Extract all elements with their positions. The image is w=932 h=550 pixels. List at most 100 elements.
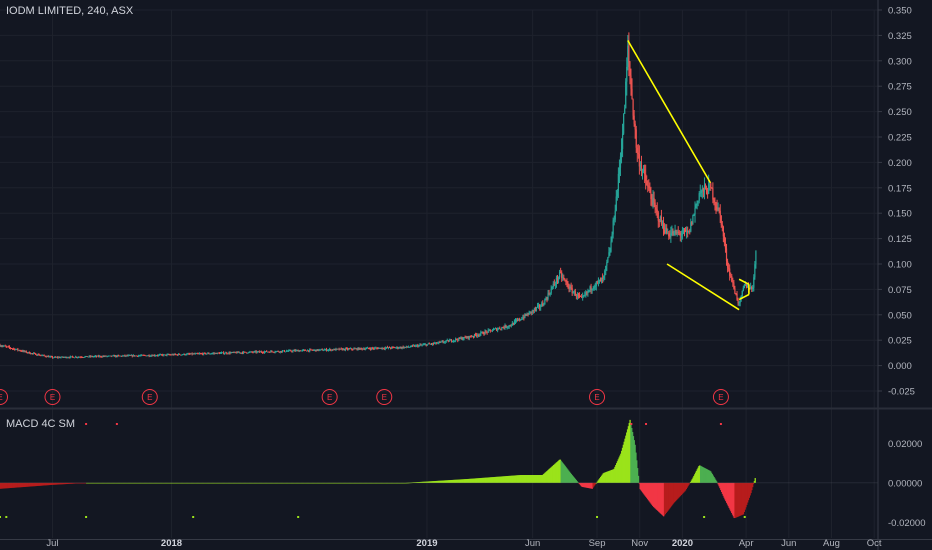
price-candle-body xyxy=(463,337,465,339)
price-candle-body xyxy=(174,354,176,355)
price-candle-body xyxy=(448,340,450,342)
price-candle-body xyxy=(342,348,344,351)
price-candle-body xyxy=(139,355,141,357)
macd-bar xyxy=(60,482,63,485)
price-candle-body xyxy=(489,329,491,331)
price-candle-body xyxy=(373,348,375,350)
macd-bar xyxy=(605,472,607,483)
macd-bar xyxy=(427,481,430,483)
price-candle-body xyxy=(383,348,385,350)
price-candle-body xyxy=(208,353,210,354)
macd-bar xyxy=(526,475,528,483)
price-candle-body xyxy=(312,350,314,351)
price-candle-body xyxy=(507,326,509,328)
price-candle-body xyxy=(584,294,586,296)
price-candle-body xyxy=(602,278,604,279)
macd-bar xyxy=(471,478,473,483)
price-candle-body xyxy=(238,352,240,354)
price-candle-body xyxy=(652,197,654,205)
macd-bar xyxy=(743,482,745,513)
macd-bar xyxy=(686,482,688,488)
price-candle-body xyxy=(647,185,649,187)
price-candle-body xyxy=(451,341,454,343)
price-candle-body xyxy=(714,202,716,204)
earnings-marker xyxy=(712,389,729,405)
price-candle-body xyxy=(254,351,256,353)
price-candle-body xyxy=(2,346,4,347)
macd-bar xyxy=(20,482,22,488)
macd-bar xyxy=(444,480,446,483)
price-candle-body xyxy=(184,353,186,355)
price-candle-body xyxy=(633,115,635,124)
price-candle-body xyxy=(427,343,429,345)
macd-bar xyxy=(537,475,539,483)
price-candle-body xyxy=(382,347,384,349)
price-candle-body xyxy=(46,356,48,357)
macd-bar xyxy=(750,482,752,494)
price-candle-body xyxy=(716,206,718,210)
price-candle-body xyxy=(465,337,467,339)
macd-bar xyxy=(573,478,576,483)
macd-bar xyxy=(721,482,724,494)
macd-bar xyxy=(430,481,432,483)
price-candle-body xyxy=(544,299,546,305)
price-candle-body xyxy=(721,224,723,227)
price-candle-body xyxy=(246,352,248,354)
price-candle-body xyxy=(438,341,440,343)
macd-bar xyxy=(546,471,548,483)
price-candle-body xyxy=(146,355,148,357)
macd-bar xyxy=(542,474,544,483)
price-candle-body xyxy=(520,319,522,321)
price-candle-body xyxy=(391,347,393,349)
time-tick-label: Sep xyxy=(589,538,606,549)
macd-bar xyxy=(610,470,612,483)
earnings-marker-label: E xyxy=(50,393,55,402)
price-candle-body xyxy=(109,355,111,357)
price-candle-body xyxy=(593,287,595,289)
trendline xyxy=(666,263,740,311)
price-candle-body xyxy=(17,348,19,351)
macd-bar xyxy=(549,468,551,483)
macd-bar xyxy=(683,482,685,493)
price-candle-body xyxy=(278,351,280,353)
time-tick-label: Oct xyxy=(867,538,882,549)
price-candle-body xyxy=(130,355,132,356)
price-candle-body xyxy=(597,280,600,282)
macd-bar xyxy=(54,482,56,485)
macd-bar xyxy=(623,441,625,483)
macd-bar xyxy=(617,459,619,483)
earnings-marker-label: E xyxy=(0,393,3,402)
price-candle-body xyxy=(88,356,90,357)
macd-bar xyxy=(704,468,706,483)
price-candle-body xyxy=(738,302,740,304)
macd-bar xyxy=(571,474,573,483)
price-tick-label: -0.025 xyxy=(888,387,915,398)
price-candle-body xyxy=(386,347,389,349)
trendline-drawings[interactable] xyxy=(627,40,750,311)
price-candle-body xyxy=(581,296,583,298)
price-candle-body xyxy=(660,216,663,224)
macd-bar xyxy=(710,471,712,483)
indicator-title[interactable]: MACD 4C SM xyxy=(6,418,76,430)
price-candle-body xyxy=(378,348,380,349)
macd-bar xyxy=(747,482,749,503)
macd-bar xyxy=(490,477,492,483)
price-candle-body xyxy=(8,346,11,348)
macd-bar xyxy=(676,482,678,500)
price-candle-body xyxy=(66,357,68,359)
macd-bar xyxy=(592,482,594,488)
macd-bar xyxy=(583,482,585,488)
macd-bar xyxy=(726,482,728,503)
macd-bar xyxy=(715,479,717,483)
macd-bar xyxy=(419,481,421,483)
price-candle-body xyxy=(521,319,523,320)
macd-bar xyxy=(702,467,704,483)
price-candle-body xyxy=(683,229,686,231)
price-candle-body xyxy=(296,350,298,352)
price-candle-body xyxy=(103,356,105,357)
earnings-markers[interactable]: EEEEEEE xyxy=(0,389,729,405)
price-candle-body xyxy=(442,341,444,343)
macd-bar xyxy=(685,482,688,490)
macd-bar xyxy=(547,469,550,483)
